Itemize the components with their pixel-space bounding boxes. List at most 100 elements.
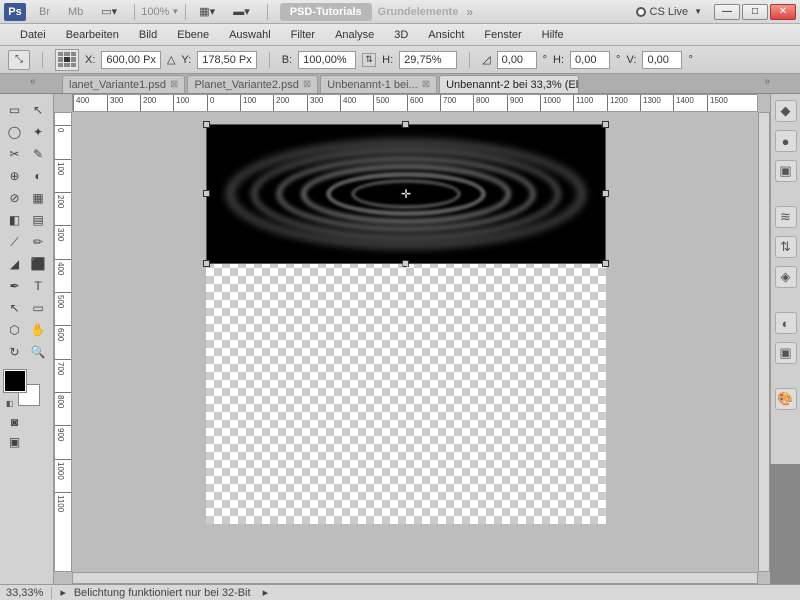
tool-6[interactable]: ⊕: [4, 166, 25, 186]
tool-4[interactable]: ✂: [4, 144, 25, 164]
tool-14[interactable]: ◢: [4, 254, 25, 274]
menu-filter[interactable]: Filter: [281, 27, 325, 43]
panel-icon[interactable]: ◈: [775, 266, 797, 288]
document-tab[interactable]: lanet_Variante1.psd⊠: [62, 75, 185, 93]
quickmask-button[interactable]: ◙: [4, 412, 25, 432]
tool-22[interactable]: ↻: [4, 342, 25, 362]
minibridge-button[interactable]: Mb: [61, 3, 90, 21]
vertical-scrollbar[interactable]: [758, 112, 770, 572]
panel-icon[interactable]: ▣: [775, 160, 797, 182]
document-tab[interactable]: Planet_Variante2.psd⊠: [187, 75, 318, 93]
screen-button[interactable]: ▬▾: [226, 2, 257, 21]
tool-21[interactable]: ✋: [28, 320, 49, 340]
tool-1[interactable]: ↖: [28, 100, 49, 120]
arrange-button[interactable]: ▦▾: [192, 2, 222, 21]
workspace-grundelemente[interactable]: Grundelemente: [378, 6, 459, 18]
horizontal-ruler: 4003002001000100200300400500600700800900…: [72, 94, 758, 112]
transform-center-icon[interactable]: ✛: [400, 188, 412, 200]
x-field[interactable]: 600,00 Px: [101, 51, 161, 69]
transform-bounding-box[interactable]: ✛ ◇: [206, 124, 606, 264]
ruler-tick: 400: [340, 95, 358, 111]
zoom-select[interactable]: 100%▼: [141, 6, 179, 18]
skew-h-field[interactable]: 0,00: [570, 51, 610, 69]
menu-analyse[interactable]: Analyse: [325, 27, 384, 43]
menu-fenster[interactable]: Fenster: [474, 27, 531, 43]
tool-18[interactable]: ↖: [4, 298, 25, 318]
more-workspaces-icon[interactable]: »: [466, 5, 473, 19]
tab-scroll-left-icon[interactable]: «: [30, 76, 36, 87]
menu-auswahl[interactable]: Auswahl: [219, 27, 281, 43]
tool-9[interactable]: ▦: [28, 188, 49, 208]
status-arrow-icon[interactable]: ▸: [263, 586, 269, 599]
bridge-button[interactable]: Br: [32, 3, 57, 21]
menu-bearbeiten[interactable]: Bearbeiten: [56, 27, 129, 43]
tool-19[interactable]: ▭: [28, 298, 49, 318]
panel-icon[interactable]: ≋: [775, 206, 797, 228]
transform-pivot-icon[interactable]: ◇: [401, 260, 409, 271]
transform-handle[interactable]: [402, 121, 409, 128]
tool-15[interactable]: ⬛: [28, 254, 49, 274]
menu-3d[interactable]: 3D: [384, 27, 418, 43]
minimize-button[interactable]: —: [714, 4, 740, 20]
document-tab[interactable]: Unbenannt-2 bei 33,3% (Ebene 0, RGB/8) *…: [439, 75, 579, 93]
tool-16[interactable]: ✒: [4, 276, 25, 296]
transform-handle[interactable]: [203, 260, 210, 267]
transform-handle[interactable]: [602, 121, 609, 128]
tool-20[interactable]: ⬡: [4, 320, 25, 340]
menu-hilfe[interactable]: Hilfe: [532, 27, 574, 43]
skew-v-field[interactable]: 0,00: [642, 51, 682, 69]
panel-icon[interactable]: ◐: [775, 312, 797, 334]
tab-close-icon[interactable]: ⊠: [170, 79, 178, 90]
screen-mode-button[interactable]: ▭▾: [94, 2, 124, 21]
tool-11[interactable]: ▤: [28, 210, 49, 230]
color-swatches[interactable]: ◧: [4, 370, 40, 406]
default-swatches-icon[interactable]: ◧: [6, 399, 14, 408]
width-field[interactable]: 100,00%: [298, 51, 356, 69]
horizontal-scrollbar[interactable]: [72, 572, 758, 584]
panel-icon[interactable]: ⇅: [775, 236, 797, 258]
tool-2[interactable]: ◯: [4, 122, 25, 142]
workspace-psd-tutorials[interactable]: PSD-Tutorials: [280, 3, 372, 21]
transform-handle[interactable]: [602, 190, 609, 197]
menu-ansicht[interactable]: Ansicht: [418, 27, 474, 43]
reference-point-picker[interactable]: [55, 49, 79, 71]
tool-17[interactable]: T: [28, 276, 49, 296]
tool-3[interactable]: ✦: [28, 122, 49, 142]
menu-ebene[interactable]: Ebene: [167, 27, 219, 43]
y-field[interactable]: 178,50 Px: [197, 51, 257, 69]
transform-handle[interactable]: [203, 121, 210, 128]
deg-label: °: [543, 54, 547, 66]
tool-7[interactable]: ◐: [28, 166, 49, 186]
tool-12[interactable]: ⟋: [4, 232, 25, 252]
foreground-swatch[interactable]: [4, 370, 26, 392]
link-aspect-icon[interactable]: ⇅: [362, 53, 376, 67]
panel-icon[interactable]: ▣: [775, 342, 797, 364]
menu-bild[interactable]: Bild: [129, 27, 167, 43]
tool-8[interactable]: ⊘: [4, 188, 25, 208]
panel-icon[interactable]: 🎨: [775, 388, 797, 410]
panel-icon[interactable]: ◆: [775, 100, 797, 122]
document-tab[interactable]: Unbenannt-1 bei...⊠: [320, 75, 437, 93]
screenmode-button[interactable]: ▣: [4, 432, 25, 452]
transform-handle[interactable]: [203, 190, 210, 197]
close-button[interactable]: ✕: [770, 4, 796, 20]
menu-datei[interactable]: Datei: [10, 27, 56, 43]
tool-10[interactable]: ◧: [4, 210, 25, 230]
height-field[interactable]: 29,75%: [399, 51, 457, 69]
tab-scroll-right-icon[interactable]: »: [764, 76, 770, 87]
canvas-viewport[interactable]: ✛ ◇: [72, 112, 758, 572]
tool-5[interactable]: ✎: [28, 144, 49, 164]
transform-handle[interactable]: [602, 260, 609, 267]
angle-field[interactable]: 0,00: [497, 51, 537, 69]
tool-0[interactable]: ▭: [4, 100, 25, 120]
delta-icon[interactable]: △: [167, 53, 175, 66]
tab-close-icon[interactable]: ⊠: [422, 79, 430, 90]
cs-live-button[interactable]: CS Live▼: [636, 6, 702, 18]
status-arrow-icon[interactable]: ▸: [60, 586, 66, 599]
zoom-status[interactable]: 33,33%: [6, 587, 52, 599]
tab-close-icon[interactable]: ⊠: [303, 79, 311, 90]
tool-13[interactable]: ✏: [28, 232, 49, 252]
tool-23[interactable]: 🔍: [28, 342, 49, 362]
maximize-button[interactable]: □: [742, 4, 768, 20]
panel-icon[interactable]: ●: [775, 130, 797, 152]
